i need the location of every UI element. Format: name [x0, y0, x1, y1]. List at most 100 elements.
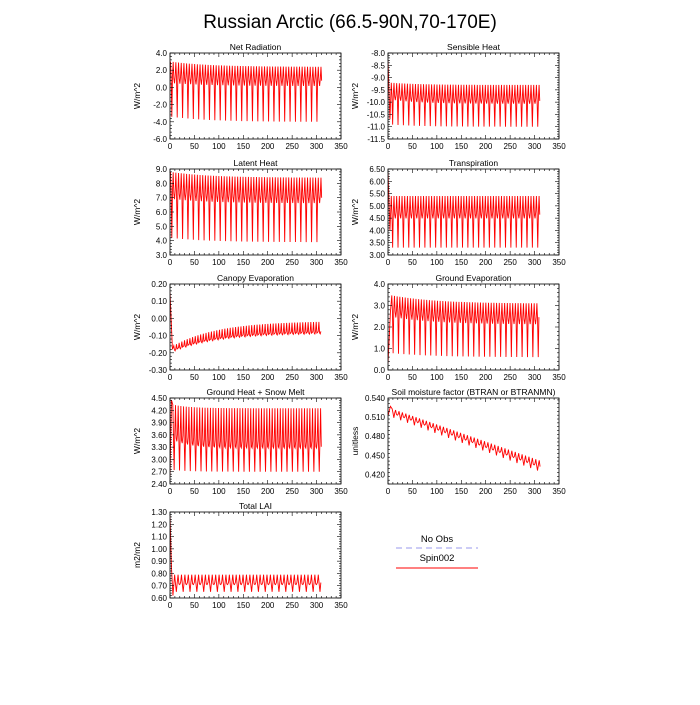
x-tick-label: 300 [310, 258, 324, 267]
y-tick-label: 0.510 [365, 413, 386, 422]
x-tick-label: 0 [386, 487, 391, 496]
series-line-spin002 [388, 295, 540, 364]
panel-3: 0 50 100 150 200 250 300 350 3.0 4.0 5.0 6.0 7.0 8.0 9… [132, 158, 348, 267]
panel-title: Transpiration [449, 158, 499, 168]
y-tick-label: 6.0 [156, 208, 168, 217]
y-tick-label: 4.50 [151, 394, 167, 403]
x-tick-label: 350 [334, 373, 348, 382]
x-tick-label: 300 [528, 258, 542, 267]
series-line-spin002 [170, 171, 323, 243]
y-tick-label: 2.40 [151, 480, 167, 489]
y-tick-label: 4.50 [369, 214, 385, 223]
legend: No Obs Spin002 [396, 534, 478, 569]
legend-label: No Obs [421, 534, 453, 545]
y-tick-label: 3.90 [151, 419, 167, 428]
plot-frame [169, 511, 342, 599]
x-tick-label: 150 [455, 258, 469, 267]
y-tick-label: 3.00 [151, 455, 167, 464]
panel-6: 0 50 100 150 200 250 300 350 0.0 1.0 2.0 3.0 4.0 Grou… [350, 273, 566, 382]
x-tick-label: 250 [503, 373, 517, 382]
x-tick-label: 350 [552, 487, 566, 496]
x-tick-label: 0 [168, 373, 173, 382]
y-axis-label: W/m^2 [350, 314, 360, 340]
x-tick-label: 100 [430, 373, 444, 382]
panel-title: Sensible Heat [447, 42, 501, 52]
y-tick-label: 0.20 [151, 280, 167, 289]
x-tick-label: 350 [552, 142, 566, 151]
y-axis-label: W/m^2 [132, 83, 142, 109]
x-tick-label: 50 [408, 142, 417, 151]
y-axis-label: m2/m2 [132, 542, 142, 568]
y-tick-label: -9.0 [371, 74, 385, 83]
series-line-spin002 [170, 399, 322, 476]
y-tick-label: -0.20 [149, 349, 168, 358]
y-tick-label: -8.5 [371, 61, 385, 70]
x-tick-label: 350 [552, 258, 566, 267]
y-tick-label: 0.540 [365, 394, 386, 403]
y-tick-label: 4.00 [369, 226, 385, 235]
y-tick-label: 1.30 [151, 508, 167, 517]
x-tick-label: 200 [261, 601, 275, 610]
plot-frame [169, 283, 342, 371]
y-tick-label: 4.0 [156, 49, 168, 58]
series-line-spin002 [170, 515, 322, 596]
y-axis-label: W/m^2 [132, 314, 142, 340]
y-tick-label: -2.0 [153, 101, 167, 110]
x-tick-label: 350 [552, 373, 566, 382]
x-tick-label: 50 [408, 487, 417, 496]
x-tick-label: 0 [386, 258, 391, 267]
series-line-spin002 [388, 405, 541, 471]
x-tick-label: 350 [334, 601, 348, 610]
y-axis-label: unitless [350, 427, 360, 456]
x-tick-label: 200 [261, 142, 275, 151]
x-tick-label: 350 [334, 142, 348, 151]
x-tick-label: 300 [310, 373, 324, 382]
x-tick-label: 250 [285, 373, 299, 382]
y-tick-label: 5.50 [369, 190, 385, 199]
x-tick-label: 100 [430, 258, 444, 267]
y-tick-label: 0.60 [151, 594, 167, 603]
x-tick-label: 100 [212, 258, 226, 267]
x-tick-label: 150 [237, 487, 251, 496]
plot-frame [387, 168, 560, 256]
x-tick-label: 250 [503, 258, 517, 267]
x-tick-label: 150 [455, 373, 469, 382]
y-tick-label: 1.0 [374, 345, 386, 354]
x-tick-label: 50 [190, 258, 199, 267]
x-tick-label: 50 [408, 373, 417, 382]
x-tick-label: 150 [237, 142, 251, 151]
y-tick-label: 3.0 [156, 251, 168, 260]
panel-title: Net Radiation [230, 42, 282, 52]
x-tick-label: 50 [190, 487, 199, 496]
y-tick-label: 5.0 [156, 222, 168, 231]
x-tick-label: 200 [479, 373, 493, 382]
panel-4: 0 50 100 150 200 250 300 350 3.00 3.50 4.00 4.50 5.0… [350, 158, 566, 267]
x-tick-label: 100 [212, 373, 226, 382]
x-tick-label: 100 [430, 142, 444, 151]
y-axis-label: W/m^2 [132, 428, 142, 454]
y-tick-label: -9.5 [371, 86, 385, 95]
x-tick-label: 200 [479, 258, 493, 267]
y-tick-label: 3.60 [151, 431, 167, 440]
panel-5: 0 50 100 150 200 250 300 350 -0.30 -0.20 -0.10 0.00… [132, 273, 348, 382]
plot-frame [169, 52, 342, 140]
x-tick-label: 250 [285, 487, 299, 496]
y-tick-label: -10.5 [367, 110, 386, 119]
x-tick-label: 250 [285, 601, 299, 610]
y-tick-label: -4.0 [153, 118, 167, 127]
panel-title: Ground Heat + Snow Melt [206, 387, 305, 397]
y-tick-label: 0.90 [151, 557, 167, 566]
y-tick-label: 0.70 [151, 582, 167, 591]
x-tick-label: 0 [168, 601, 173, 610]
x-tick-label: 0 [386, 373, 391, 382]
x-tick-label: 150 [237, 258, 251, 267]
x-tick-label: 250 [285, 258, 299, 267]
y-tick-label: 3.0 [374, 302, 386, 311]
y-tick-label: 1.10 [151, 533, 167, 542]
plot-frame [169, 397, 342, 485]
y-tick-label: 1.00 [151, 545, 167, 554]
x-tick-label: 250 [285, 142, 299, 151]
y-tick-label: 2.0 [374, 323, 386, 332]
y-tick-label: 0.450 [365, 451, 386, 460]
y-tick-label: 4.0 [156, 237, 168, 246]
